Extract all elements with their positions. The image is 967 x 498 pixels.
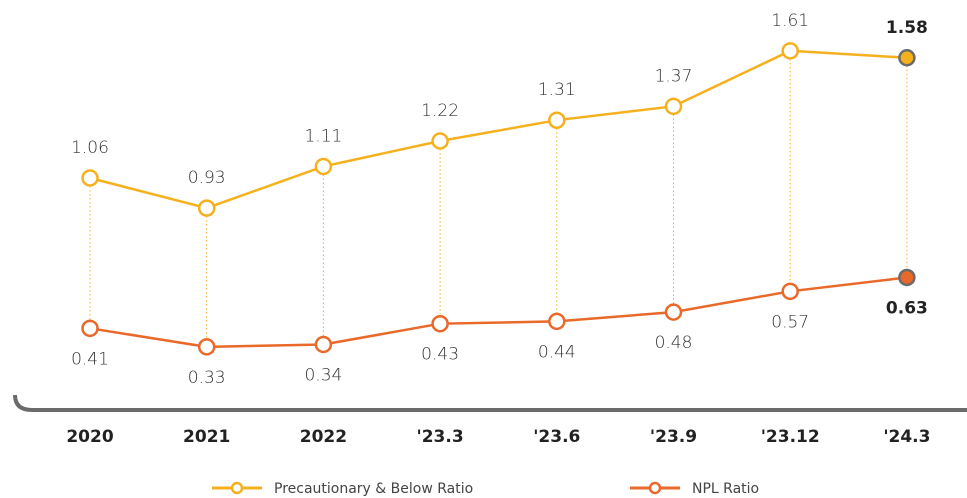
- x-tick-label: 2020: [66, 427, 113, 447]
- point: [548, 312, 566, 331]
- x-tick-label: '24.3: [883, 427, 930, 447]
- value-label: 1.31: [538, 80, 576, 100]
- series-line: [89, 49, 907, 210]
- legend-label: Precautionary & Below Ratio: [274, 481, 473, 497]
- point: [197, 338, 216, 356]
- point: [197, 199, 216, 217]
- point: [314, 157, 333, 176]
- value-label: 0.93: [188, 168, 226, 188]
- value-label: 1.58: [886, 18, 928, 38]
- legend-marker: [648, 481, 662, 495]
- x-tick-label: '23.9: [650, 427, 697, 447]
- legend-label: NPL Ratio: [692, 481, 759, 497]
- point: [548, 111, 566, 129]
- point: [81, 319, 99, 338]
- series-line: [89, 276, 908, 349]
- value-label: 1.61: [771, 11, 809, 31]
- point: [781, 282, 799, 301]
- value-label: 0.43: [421, 345, 459, 365]
- x-tick-label: '23.6: [533, 427, 580, 447]
- point: [898, 268, 916, 287]
- point: [664, 97, 683, 116]
- x-tick-label: '23.12: [761, 427, 820, 447]
- value-label: 0.34: [304, 366, 342, 386]
- axis-bracket: [13, 394, 967, 412]
- value-label: 1.06: [71, 138, 109, 158]
- point: [898, 49, 916, 67]
- point: [81, 169, 99, 187]
- point: [664, 303, 683, 321]
- value-label: 0.57: [771, 312, 809, 332]
- value-label: 1.37: [655, 66, 693, 86]
- x-tick-label: 2021: [183, 427, 230, 447]
- x-tick-label: 2022: [300, 427, 347, 447]
- point: [314, 335, 333, 354]
- point: [431, 314, 449, 333]
- point: [431, 132, 449, 150]
- value-label: 0.33: [188, 368, 226, 388]
- value-label: 0.41: [71, 349, 109, 369]
- value-label: 1.22: [421, 101, 459, 121]
- legend-marker: [230, 481, 244, 495]
- value-label: 0.44: [538, 342, 576, 362]
- point: [781, 42, 799, 60]
- value-label: 0.63: [886, 298, 928, 318]
- value-label: 1.11: [304, 126, 342, 146]
- x-tick-label: '23.3: [417, 427, 464, 447]
- value-label: 0.48: [655, 333, 693, 353]
